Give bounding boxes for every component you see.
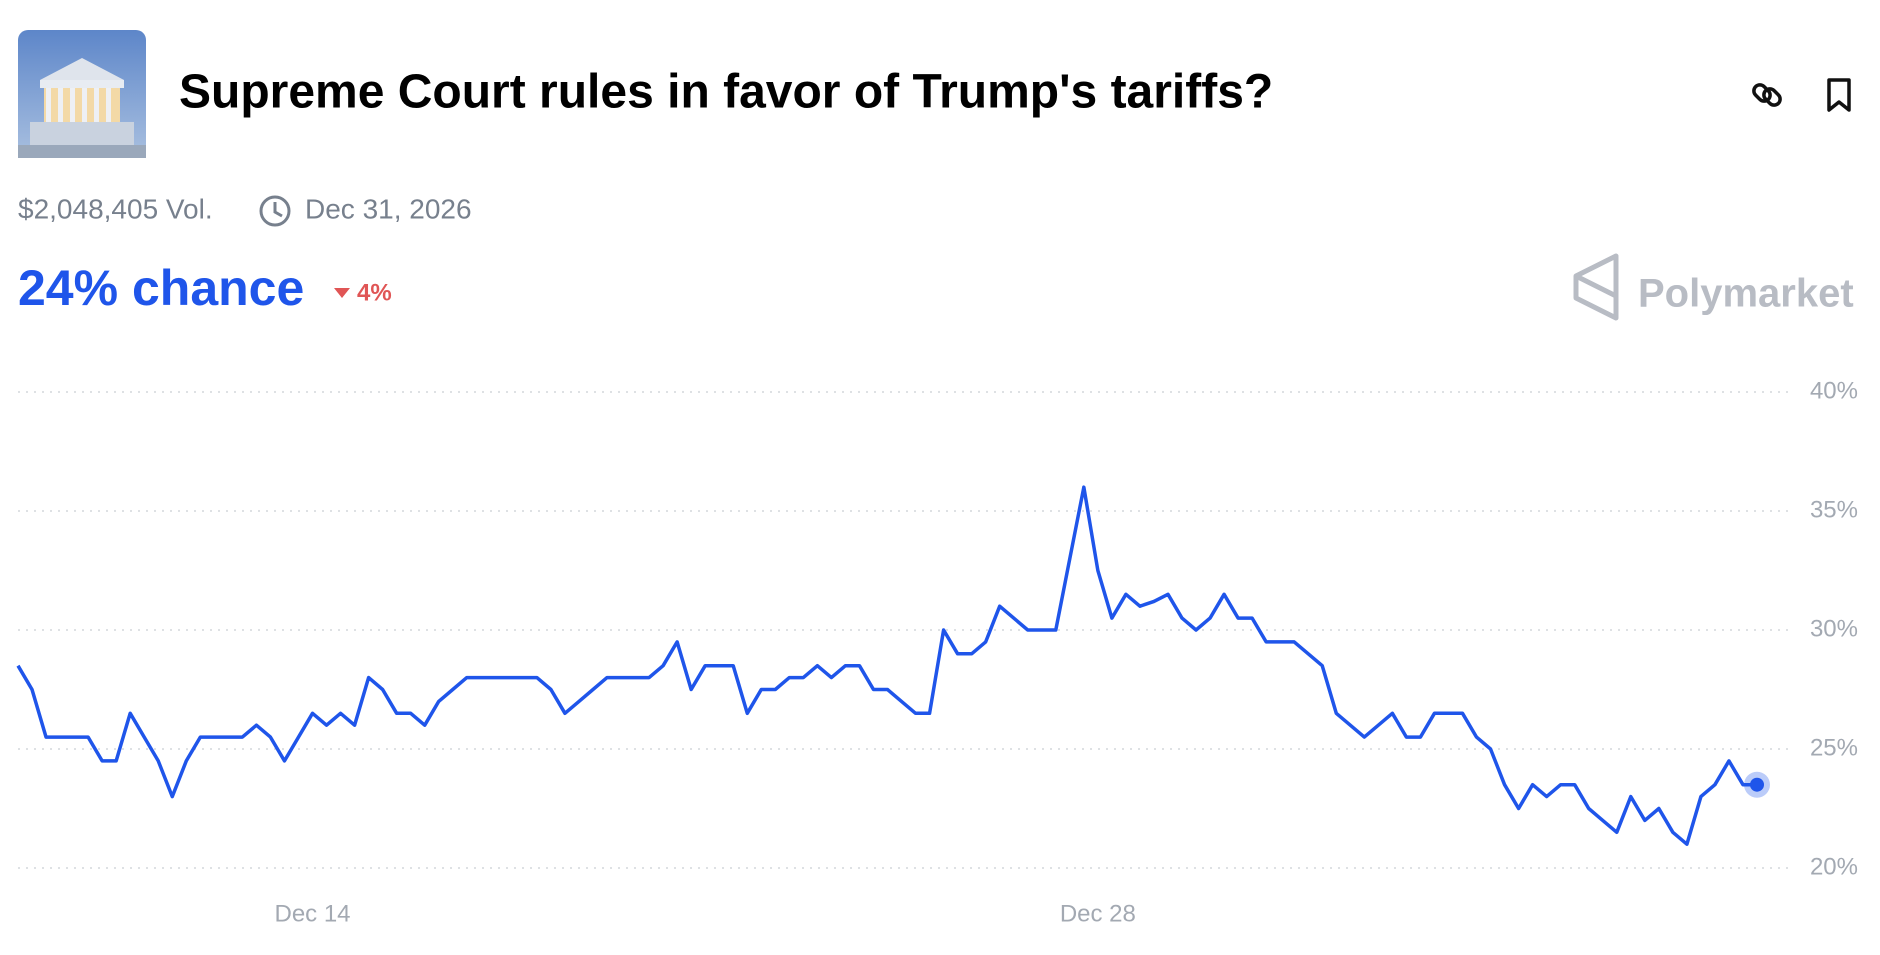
title: Supreme Court rules in favor of Trump's … [179,66,1273,119]
brand-logo [1573,253,1619,321]
chance: 24% chance [18,260,304,316]
clock-icon [259,195,291,227]
x-tick-label: Dec 28 [1060,900,1136,927]
y-tick-label: 30% [1810,615,1858,642]
price-line [16,485,1757,846]
y-tick-label: 20% [1810,853,1858,880]
x-tick-label: Dec 14 [274,900,350,927]
change: 4% [357,279,392,306]
brand: Polymarket [1638,272,1854,316]
y-tick-label: 25% [1810,734,1858,761]
end-dot [1750,777,1764,792]
link-button[interactable] [1751,82,1782,107]
bookmark-button[interactable] [1827,78,1851,112]
y-tick-label: 40% [1810,377,1858,404]
y-tick-label: 35% [1810,496,1858,523]
end-date: Dec 31, 2026 [305,193,472,224]
down-arrow [334,288,350,298]
market-icon [18,30,146,158]
volume: $2,048,405 Vol. [18,193,213,224]
